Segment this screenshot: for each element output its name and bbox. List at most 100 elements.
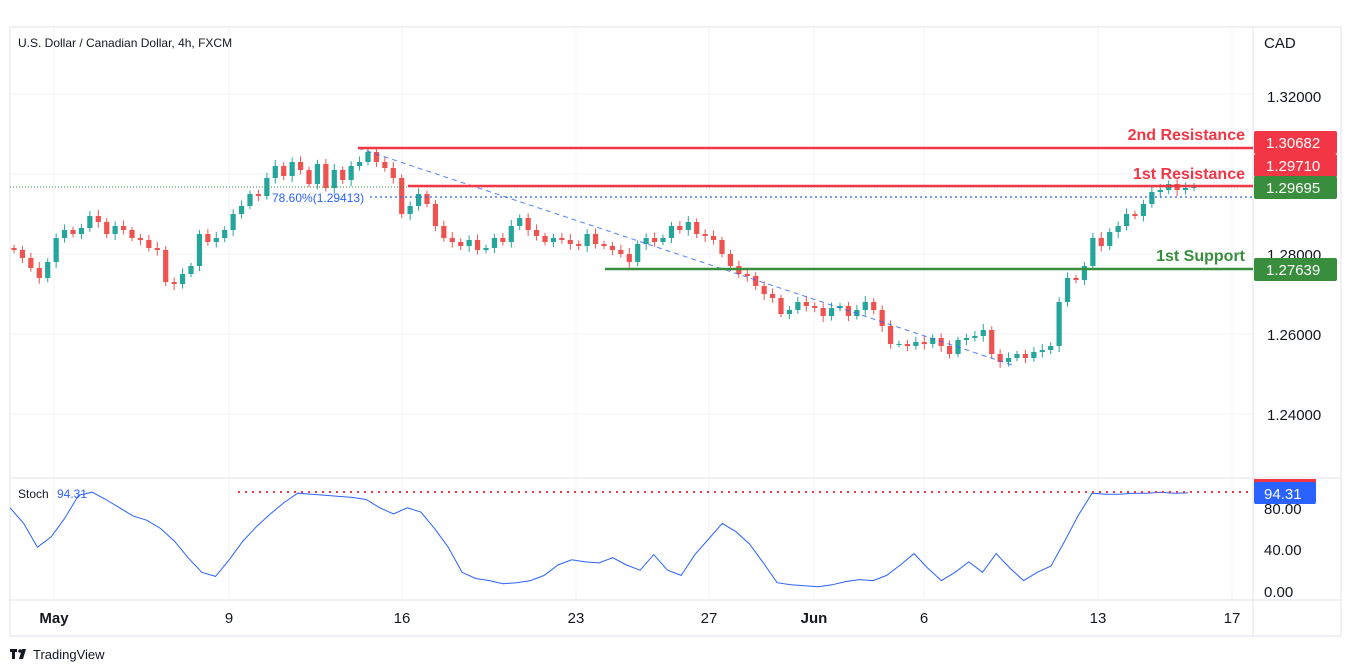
candle-body — [980, 330, 986, 336]
candle — [719, 236, 725, 258]
candle — [963, 333, 970, 346]
candle-body — [1140, 204, 1147, 216]
candle — [432, 199, 439, 232]
candle-body — [78, 228, 85, 234]
candle — [972, 330, 978, 342]
candle-body — [837, 306, 843, 308]
candle-body — [399, 178, 405, 214]
stoch-tick: 40.00 — [1264, 542, 1302, 559]
candle-body — [769, 294, 776, 298]
candle-body — [382, 162, 388, 168]
candle — [769, 288, 776, 303]
candle — [651, 232, 658, 247]
candle — [795, 296, 801, 314]
candle — [643, 233, 649, 251]
stoch-value: 94.31 — [57, 487, 87, 501]
candle — [803, 295, 809, 312]
candle — [247, 190, 253, 210]
candle-body — [36, 268, 42, 278]
candle-body — [230, 214, 236, 230]
candle — [567, 233, 573, 250]
time-label: 27 — [701, 610, 718, 627]
candle-body — [188, 266, 194, 274]
stoch-tick: 0.00 — [1264, 584, 1293, 601]
candle-body — [213, 238, 219, 242]
candle-body — [154, 248, 160, 250]
candle-body — [753, 276, 759, 286]
candle — [778, 294, 784, 318]
candle — [1081, 261, 1088, 286]
time-label: Jun — [801, 610, 828, 627]
candle — [517, 214, 523, 231]
candle-body — [786, 310, 793, 314]
candle — [677, 220, 683, 234]
candle-body — [668, 226, 675, 238]
candle — [373, 147, 380, 168]
candle-body — [1022, 354, 1029, 358]
candle — [78, 223, 85, 240]
candle — [1048, 342, 1054, 355]
candle — [424, 190, 430, 208]
candle — [146, 234, 152, 252]
candle-body — [474, 240, 481, 250]
candle — [592, 228, 599, 249]
candle — [19, 245, 26, 264]
time-label: 17 — [1224, 610, 1241, 627]
time-label: May — [39, 610, 69, 627]
second-resistance-price: 1.30682 — [1266, 135, 1320, 152]
candle-body — [896, 344, 902, 345]
candle-body — [828, 308, 835, 316]
candle — [854, 304, 860, 320]
candle — [938, 333, 944, 353]
candle-body — [163, 250, 169, 282]
candle-body — [264, 178, 270, 196]
candle-body — [458, 242, 464, 246]
candle — [913, 336, 919, 350]
candle-body — [1081, 266, 1088, 280]
candle — [980, 323, 986, 342]
candle-body — [879, 310, 885, 326]
stoch-line — [9, 491, 1189, 588]
candle — [188, 262, 194, 278]
candle — [36, 261, 42, 284]
candle-body — [289, 162, 295, 176]
candle-body — [120, 226, 127, 230]
candle — [314, 159, 321, 190]
stoch-value-box-top — [1254, 479, 1316, 483]
candle-body — [1182, 188, 1189, 190]
candle-body — [997, 354, 1003, 362]
candle-body — [685, 222, 691, 230]
candle — [930, 334, 936, 349]
candle-body — [812, 306, 818, 308]
candle — [340, 166, 346, 185]
candle-body — [517, 218, 523, 226]
candle-body — [1005, 358, 1012, 362]
candle — [508, 219, 514, 248]
time-label: 9 — [225, 610, 233, 627]
candle — [1056, 297, 1062, 353]
candle-body — [306, 170, 312, 184]
candle — [1064, 272, 1071, 307]
candle — [230, 209, 236, 237]
candle-body — [576, 244, 582, 246]
candle — [786, 305, 793, 320]
candle — [483, 244, 489, 254]
candle — [871, 298, 877, 315]
candle — [618, 244, 624, 258]
candle — [390, 161, 396, 184]
candle — [727, 249, 734, 272]
candle — [989, 326, 995, 359]
candle-body — [1157, 190, 1163, 192]
candle — [635, 240, 641, 267]
fib-trendline[interactable] — [357, 147, 1016, 367]
candle-body — [719, 240, 725, 254]
candle — [837, 302, 843, 312]
candle-body — [70, 230, 76, 234]
candle-body — [1149, 192, 1155, 204]
candle-body — [592, 234, 599, 244]
candle — [584, 229, 590, 253]
candle-body — [365, 152, 371, 162]
candle-body — [11, 248, 17, 250]
candle-body — [1056, 302, 1062, 346]
time-label: 23 — [568, 610, 585, 627]
